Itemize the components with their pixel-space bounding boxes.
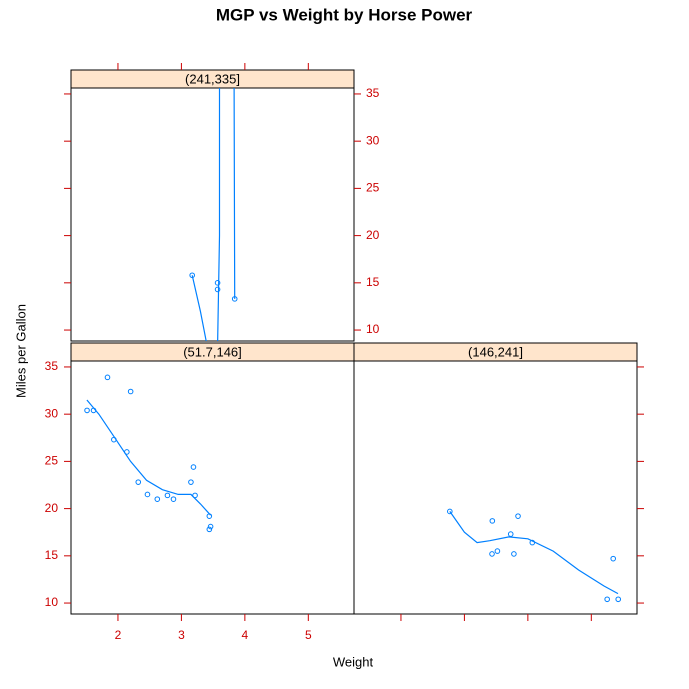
y-tick-label: 30 [366,133,380,147]
x-axis-label: Weight [333,654,374,669]
point [610,555,617,562]
point [511,551,517,557]
x-tick-label: 5 [305,628,312,642]
point [206,526,213,533]
point [604,596,610,603]
smooth-line [191,88,236,341]
point [190,464,197,470]
point [124,449,130,455]
point [144,491,151,498]
y-tick-label: 15 [366,275,380,289]
y-tick-label: 30 [45,406,59,420]
y-tick-label: 20 [45,501,59,515]
point [111,436,117,443]
point [135,479,142,485]
point [104,374,111,381]
point [207,523,214,530]
point [189,272,195,279]
point [615,596,622,603]
smooth-line [449,511,619,595]
point [231,296,238,302]
point [90,407,97,414]
point [170,496,177,502]
x-tick-label: 3 [178,628,185,642]
point [154,496,161,502]
point [214,280,221,286]
strip-label: (146,241] [468,344,523,359]
panel-frame [70,87,355,342]
panel-frame [353,360,638,615]
point [84,407,90,414]
point [127,388,134,395]
point [447,508,453,515]
point [214,286,221,293]
panel-frame [70,360,355,615]
point [164,492,171,499]
y-tick-label: 25 [45,454,59,468]
point [494,548,501,554]
point [489,518,496,524]
point [515,513,521,519]
point [529,539,536,546]
point [192,492,198,499]
point [206,513,213,519]
x-tick-label: 4 [242,628,249,642]
chart-title: MGP vs Weight by Horse Power [216,5,473,24]
strip-label: (241,335] [185,71,240,86]
y-tick-label: 35 [45,359,59,373]
point [489,551,495,557]
y-tick-label: 25 [366,181,380,195]
smooth-line [86,399,212,516]
point [188,479,194,485]
y-tick-label: 15 [45,548,59,562]
point [507,531,514,537]
y-tick-label: 10 [366,322,380,336]
y-tick-label: 20 [366,228,380,242]
strip-label: (51.7,146] [183,344,242,359]
y-tick-label: 35 [366,86,380,100]
y-axis-label: Miles per Gallon [13,304,28,398]
y-tick-label: 10 [45,595,59,609]
x-tick-label: 2 [115,628,122,642]
